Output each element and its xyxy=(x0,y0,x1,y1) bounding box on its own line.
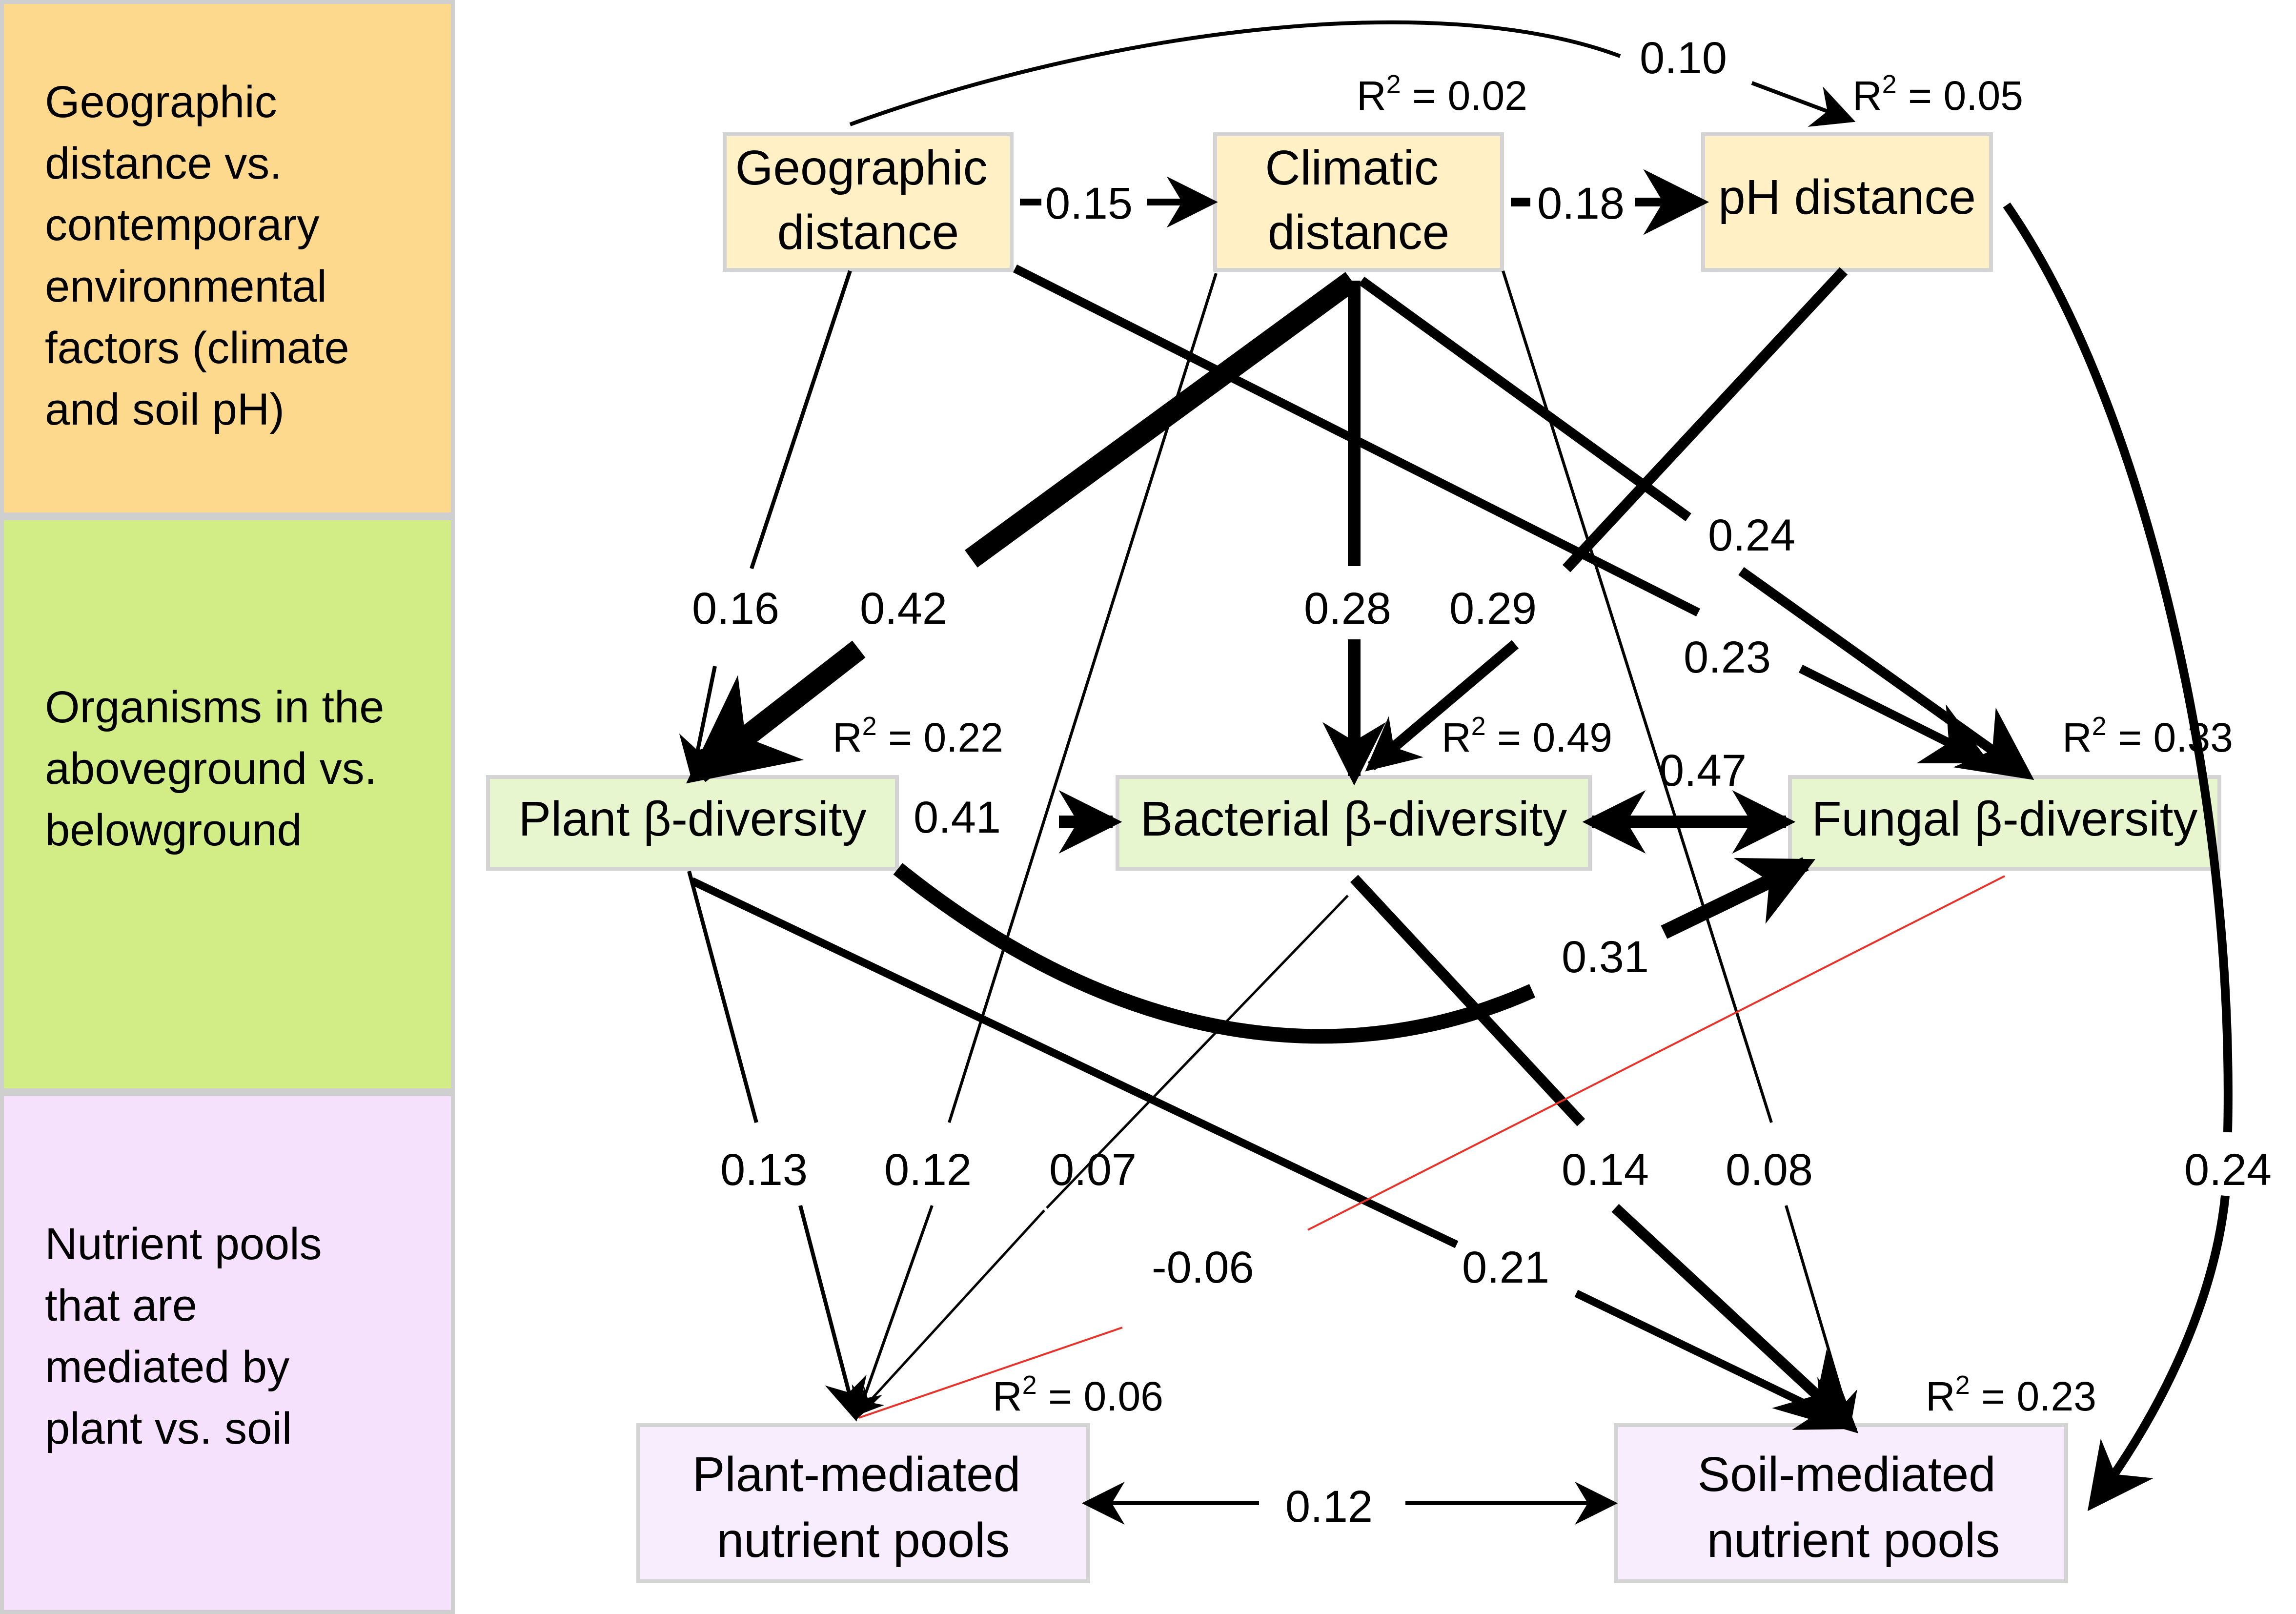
node-plant-beta-diversity: Plant β-diversity xyxy=(486,775,899,871)
r2-bacterial: R2 = 0.49 xyxy=(1442,712,1612,760)
svg-text:Climatic distance: Climatic distance xyxy=(1265,141,1452,260)
svg-text:pH distance: pH distance xyxy=(1718,170,1976,225)
coef-plant-bacterial: 0.41 xyxy=(914,793,1001,842)
coef-fungal-plant-nutrient: -0.06 xyxy=(1152,1243,1254,1292)
svg-text:Plant-mediated nutrient: Plant-mediated nutrient pools xyxy=(692,1447,1034,1568)
coef-geographic-climatic: 0.15 xyxy=(1045,179,1133,228)
coef-climatic-bacterial: 0.28 xyxy=(1304,584,1391,633)
r2-soil-nutrient: R2 = 0.23 xyxy=(1926,1370,2096,1419)
arrow-fungal-to-plant-nutrient xyxy=(858,875,2005,1419)
r2-plant-nutrient: R2 = 0.06 xyxy=(993,1370,1163,1419)
coef-climatic-plant: 0.42 xyxy=(860,584,947,633)
arrow-climatic-to-fungal xyxy=(1359,276,2025,774)
coef-ph-soil-nutrient: 0.24 xyxy=(2184,1145,2272,1195)
coef-plant-fungal: 0.31 xyxy=(1562,932,1649,982)
svg-text:Fungal β-diversity: Fungal β-diversity xyxy=(1811,792,2197,846)
arrow-climatic-to-plant xyxy=(699,272,1358,774)
coef-ph-bacterial: 0.29 xyxy=(1449,584,1537,633)
r2-climatic: R2 = 0.02 xyxy=(1357,70,1527,119)
coef-geographic-fungal: 0.23 xyxy=(1684,633,1771,682)
arrow-geographic-to-fungal xyxy=(1013,264,1981,759)
band-environmental-label: Geographic distance vs. contemporary env… xyxy=(45,77,362,434)
svg-text:Plant β-diversity: Plant β-diversity xyxy=(518,792,866,846)
coef-plant-soil-nutrient: 0.21 xyxy=(1462,1243,1549,1292)
svg-text:Geographic distance: Geographic distance xyxy=(735,141,1001,260)
band-environmental: Geographic distance vs. contemporary env… xyxy=(0,0,455,516)
coef-plant-nutrient-soil-nutrient: 0.12 xyxy=(1285,1482,1373,1532)
arrow-climatic-to-plant-nutrient xyxy=(858,273,1218,1415)
coef-bacterial-plant-nutrient: 0.07 xyxy=(1049,1145,1137,1195)
r2-fungal: R2 = 0.33 xyxy=(2062,712,2233,760)
arrow-plant-to-soil-nutrient xyxy=(690,877,1849,1425)
coef-bacterial-soil-nutrient: 0.14 xyxy=(1562,1145,1649,1195)
coef-climatic-ph: 0.18 xyxy=(1537,179,1625,228)
node-soil-mediated-nutrient-pools: Soil-mediated nutrient pools xyxy=(1614,1423,2068,1583)
arrow-ph-to-bacterial xyxy=(1371,267,1848,766)
coef-climatic-fungal: 0.24 xyxy=(1708,511,1795,560)
node-bacterial-beta-diversity: Bacterial β-diversity xyxy=(1116,775,1592,871)
arrow-geographic-to-plant xyxy=(693,270,852,774)
node-fungal-beta-diversity: Fungal β-diversity xyxy=(1788,775,2221,871)
coef-climatic-plant-nutrient: 0.12 xyxy=(884,1145,972,1195)
node-plant-mediated-nutrient-pools: Plant-mediated nutrient pools xyxy=(636,1423,1090,1583)
node-climatic-distance: Climatic distance xyxy=(1213,132,1504,272)
node-geographic-distance: Geographic distance xyxy=(723,132,1014,272)
coef-geographic-plant: 0.16 xyxy=(692,584,779,633)
arrow-bacterial-to-plant-nutrient xyxy=(859,895,1349,1413)
node-ph-distance: pH distance xyxy=(1701,132,1993,272)
band-nutrients-label: Nutrient pools that are mediated by plan… xyxy=(45,1219,334,1453)
band-organisms: Organisms in the aboveground vs. belowgr… xyxy=(0,516,455,1092)
r2-plant: R2 = 0.22 xyxy=(833,712,1003,760)
coef-plant-plant-nutrient: 0.13 xyxy=(720,1145,808,1195)
svg-text:Bacterial β-diversity: Bacterial β-diversity xyxy=(1140,792,1567,846)
coef-climatic-soil-nutrient: 0.08 xyxy=(1726,1145,1813,1195)
arrow-geographic-to-ph xyxy=(849,20,1849,124)
r2-ph: R2 = 0.05 xyxy=(1852,70,2023,119)
arrow-plant-to-fungal xyxy=(893,864,1806,1044)
band-organisms-label: Organisms in the aboveground vs. belowgr… xyxy=(45,682,397,855)
coef-geographic-ph: 0.10 xyxy=(1640,33,1727,83)
arrow-plant-to-plant-nutrient xyxy=(687,870,855,1415)
arrow-ph-to-soil-nutrient xyxy=(2003,202,2233,1503)
band-nutrients: Nutrient pools that are mediated by plan… xyxy=(0,1092,455,1614)
coef-bacterial-fungal: 0.47 xyxy=(1659,746,1747,796)
